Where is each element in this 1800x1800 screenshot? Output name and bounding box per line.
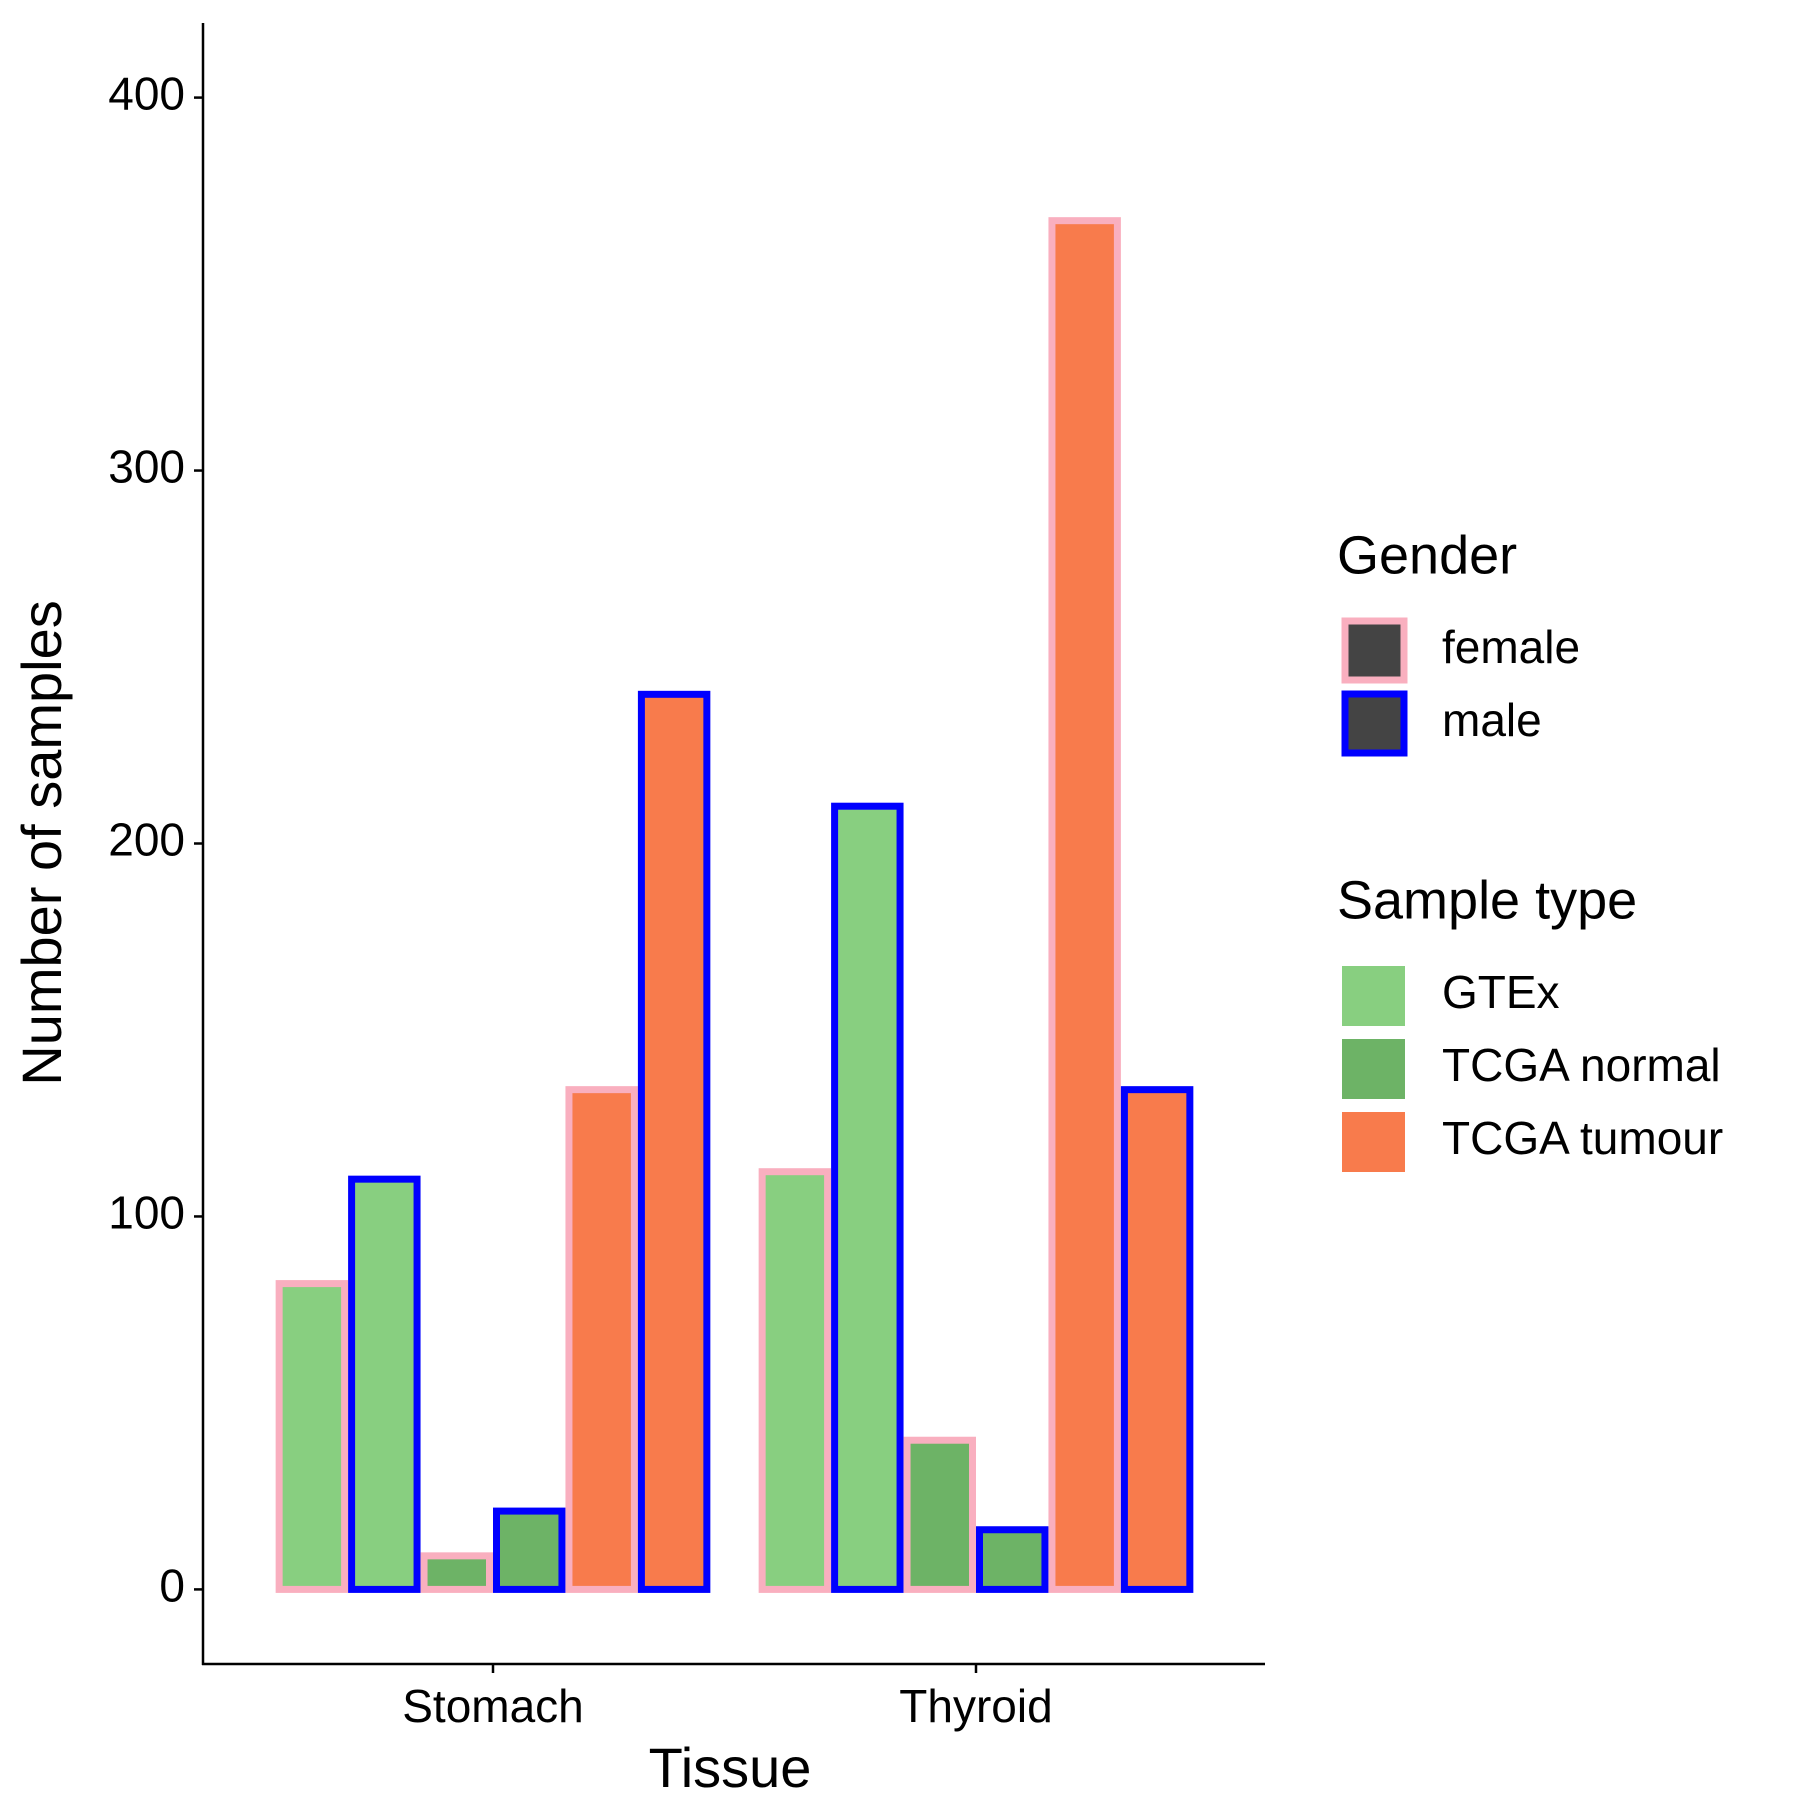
- legend-title: Gender: [1337, 525, 1517, 585]
- bar: [348, 1175, 421, 1593]
- bar: [976, 1526, 1049, 1593]
- legend-key: [1341, 617, 1408, 684]
- y-axis-title: Number of samples: [10, 600, 73, 1086]
- x-tick-label: Thyroid: [899, 1680, 1052, 1732]
- bar: [420, 1552, 493, 1593]
- y-tick-label: 0: [159, 1560, 185, 1612]
- y-tick-label: 100: [108, 1187, 185, 1239]
- bar: [758, 1168, 832, 1593]
- legend-label: GTEx: [1442, 966, 1560, 1018]
- bar: [831, 802, 904, 1593]
- bar: [275, 1280, 349, 1593]
- legend-key: [1341, 690, 1408, 757]
- bar: [1048, 217, 1121, 1593]
- x-axis-title: Tissue: [649, 1736, 812, 1799]
- legend-key: [1342, 966, 1405, 1026]
- legend-label: male: [1442, 694, 1542, 746]
- x-tick-label: Stomach: [402, 1680, 584, 1732]
- legend-key: [1342, 1039, 1405, 1099]
- y-tick-label: 200: [108, 814, 185, 866]
- bar: [1120, 1086, 1194, 1593]
- y-tick-label: 400: [108, 68, 185, 120]
- legend-title: Sample type: [1337, 870, 1637, 930]
- bar: [637, 690, 711, 1593]
- legend-label: TCGA normal: [1442, 1039, 1721, 1091]
- legend-label: TCGA tumour: [1442, 1112, 1723, 1164]
- bar: [493, 1507, 566, 1593]
- y-tick-label: 300: [108, 441, 185, 493]
- legend-label: female: [1442, 621, 1580, 673]
- bar: [903, 1436, 976, 1593]
- bar: [565, 1086, 638, 1593]
- legend-key: [1342, 1112, 1405, 1172]
